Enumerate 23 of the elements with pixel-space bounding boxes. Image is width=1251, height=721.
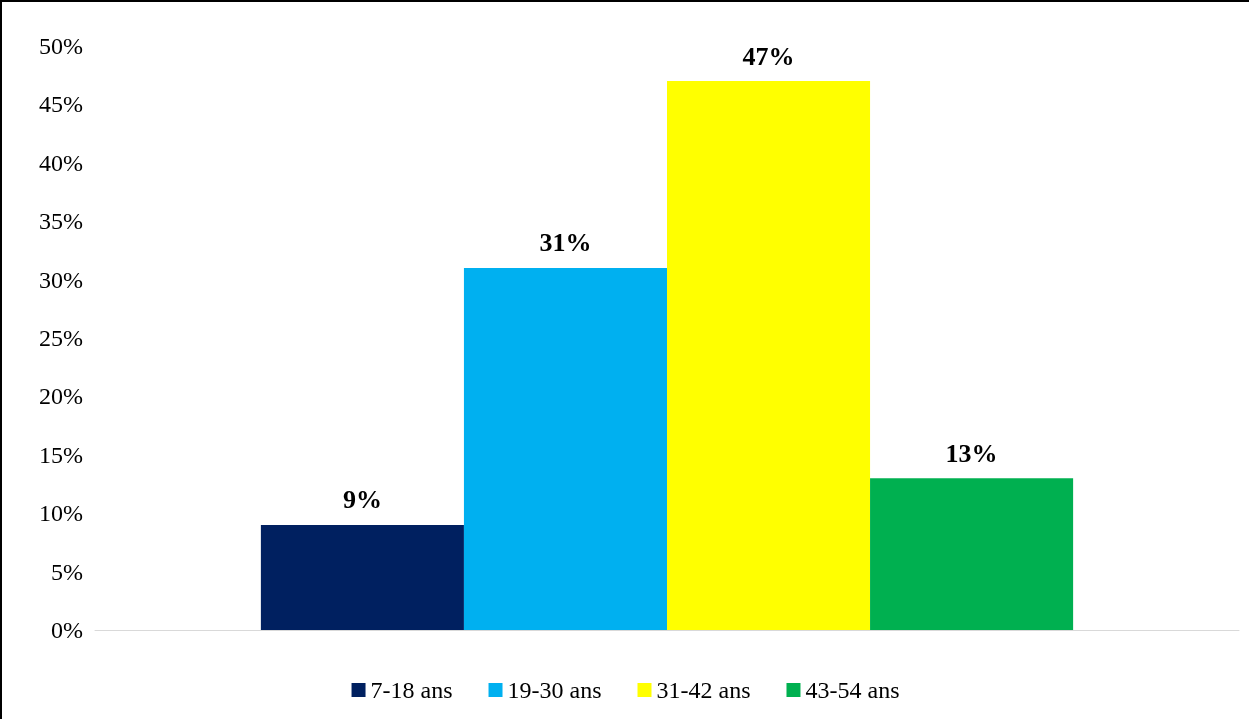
bar: [667, 81, 871, 630]
data-label: 31%: [539, 228, 592, 258]
y-tick-label: 30%: [39, 266, 83, 293]
y-tick-label: 45%: [39, 91, 83, 118]
y-tick-label: 0%: [51, 617, 83, 643]
data-label: 9%: [342, 485, 382, 515]
y-tick-label: 50%: [39, 33, 83, 59]
bar: [260, 524, 464, 630]
legend-label: 7-18 ans: [370, 677, 453, 703]
y-tick-label: 25%: [39, 325, 83, 351]
y-tick-label: 40%: [39, 149, 83, 176]
y-tick-label: 15%: [39, 441, 83, 468]
y-tick-label: 10%: [39, 500, 83, 527]
data-label: 13%: [945, 438, 998, 468]
bar: [870, 478, 1074, 630]
y-tick-label: 5%: [51, 558, 83, 585]
y-tick-label: 20%: [39, 383, 83, 410]
data-label: 47%: [742, 41, 795, 71]
legend-label: 19-30 ans: [507, 677, 602, 703]
y-tick-label: 35%: [39, 208, 83, 235]
bar: [463, 267, 667, 630]
legend-label: 43-54 ans: [805, 677, 900, 703]
legend-label: 31-42 ans: [656, 677, 751, 703]
